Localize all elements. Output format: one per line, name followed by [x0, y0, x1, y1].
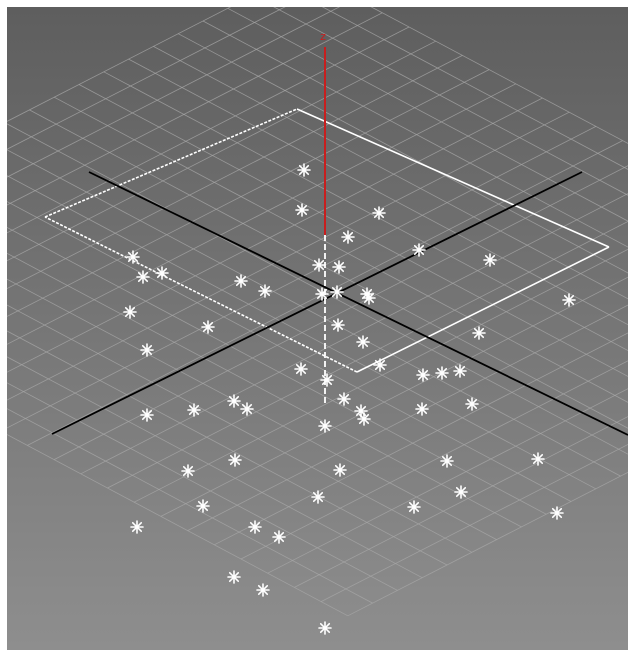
particle-icon — [140, 408, 154, 422]
particle-icon — [357, 412, 371, 426]
particle-icon — [550, 506, 564, 520]
grid-line — [267, 388, 628, 574]
particle-icon — [272, 530, 286, 544]
particle-icon — [234, 274, 248, 288]
particle-icon — [295, 203, 309, 217]
particle-icon — [435, 366, 449, 380]
particle-icon — [318, 419, 332, 433]
particle-cloud — [123, 163, 576, 635]
particle-icon — [240, 402, 254, 416]
selection-edge — [296, 108, 610, 248]
particle-icon — [356, 335, 370, 349]
particle-icon — [483, 253, 497, 267]
z-axis-label: z — [320, 30, 326, 43]
particle-icon — [256, 583, 270, 597]
particle-icon — [187, 403, 201, 417]
particle-icon — [331, 318, 345, 332]
selection-edge — [356, 246, 610, 373]
particle-icon — [258, 284, 272, 298]
grid-line — [134, 248, 628, 503]
particle-icon — [440, 454, 454, 468]
particle-icon — [136, 270, 150, 284]
grid-line — [7, 149, 621, 477]
particle-icon — [454, 485, 468, 499]
particle-icon — [315, 287, 329, 301]
grid-line — [7, 123, 628, 455]
particle-icon — [227, 570, 241, 584]
particle-icon — [130, 520, 144, 534]
particle-icon — [373, 358, 387, 372]
grid-line — [107, 221, 628, 489]
particle-icon — [140, 343, 154, 357]
particle-icon — [227, 394, 241, 408]
particle-icon — [248, 520, 262, 534]
particle-icon — [333, 463, 347, 477]
particle-icon — [196, 499, 210, 513]
particle-icon — [372, 206, 386, 220]
grid-line — [7, 382, 398, 591]
grid-line — [7, 434, 348, 617]
grid-line — [347, 471, 628, 617]
particle-icon — [415, 402, 429, 416]
grid-line — [103, 71, 628, 352]
grid-line — [7, 55, 463, 290]
particle-icon — [297, 163, 311, 177]
particle-icon — [465, 397, 479, 411]
grid-line — [370, 7, 628, 144]
y-axis — [51, 171, 583, 435]
particle-icon — [332, 260, 346, 274]
grid-line — [320, 443, 628, 602]
particle-icon — [311, 490, 325, 504]
selection-edge — [44, 216, 358, 373]
particle-icon — [320, 373, 334, 387]
grid-line — [178, 33, 628, 274]
scene-canvas[interactable]: z — [7, 7, 628, 650]
particle-icon — [201, 320, 215, 334]
3d-viewport[interactable]: z — [7, 7, 628, 650]
grid-line — [29, 109, 628, 429]
grid-line — [7, 330, 448, 566]
world-axes — [51, 47, 628, 436]
grid-line — [80, 193, 628, 475]
particle-icon — [228, 453, 242, 467]
grid-line — [7, 226, 547, 515]
particle-icon — [453, 364, 467, 378]
grid-line — [7, 356, 423, 579]
grid-line — [294, 416, 628, 588]
ground-grid — [7, 7, 628, 617]
grid-line — [187, 304, 628, 531]
particle-icon — [181, 464, 195, 478]
grid-line — [128, 58, 628, 326]
particle-icon — [155, 266, 169, 280]
particle-icon — [318, 621, 332, 635]
x-axis — [88, 171, 628, 436]
grid-line — [7, 7, 341, 178]
grid-line — [7, 69, 490, 317]
particle-icon — [123, 305, 137, 319]
particle-icon — [412, 243, 426, 257]
particle-icon — [407, 500, 421, 514]
particle-icon — [341, 230, 355, 244]
grid-line — [7, 304, 472, 553]
particle-icon — [416, 368, 430, 382]
particle-icon — [362, 291, 376, 305]
particle-icon — [330, 285, 344, 299]
grid-line — [7, 408, 373, 604]
particle-icon — [562, 293, 576, 307]
particle-icon — [337, 392, 351, 406]
grid-line — [7, 12, 383, 206]
particle-icon — [294, 362, 308, 376]
grid-line — [153, 46, 628, 300]
selection-box — [44, 108, 610, 373]
particle-icon — [312, 258, 326, 272]
particle-icon — [126, 250, 140, 264]
grid-line — [53, 165, 628, 460]
particle-icon — [531, 452, 545, 466]
particle-icon — [472, 326, 486, 340]
selection-edge — [44, 108, 298, 218]
grid-line — [7, 111, 570, 401]
